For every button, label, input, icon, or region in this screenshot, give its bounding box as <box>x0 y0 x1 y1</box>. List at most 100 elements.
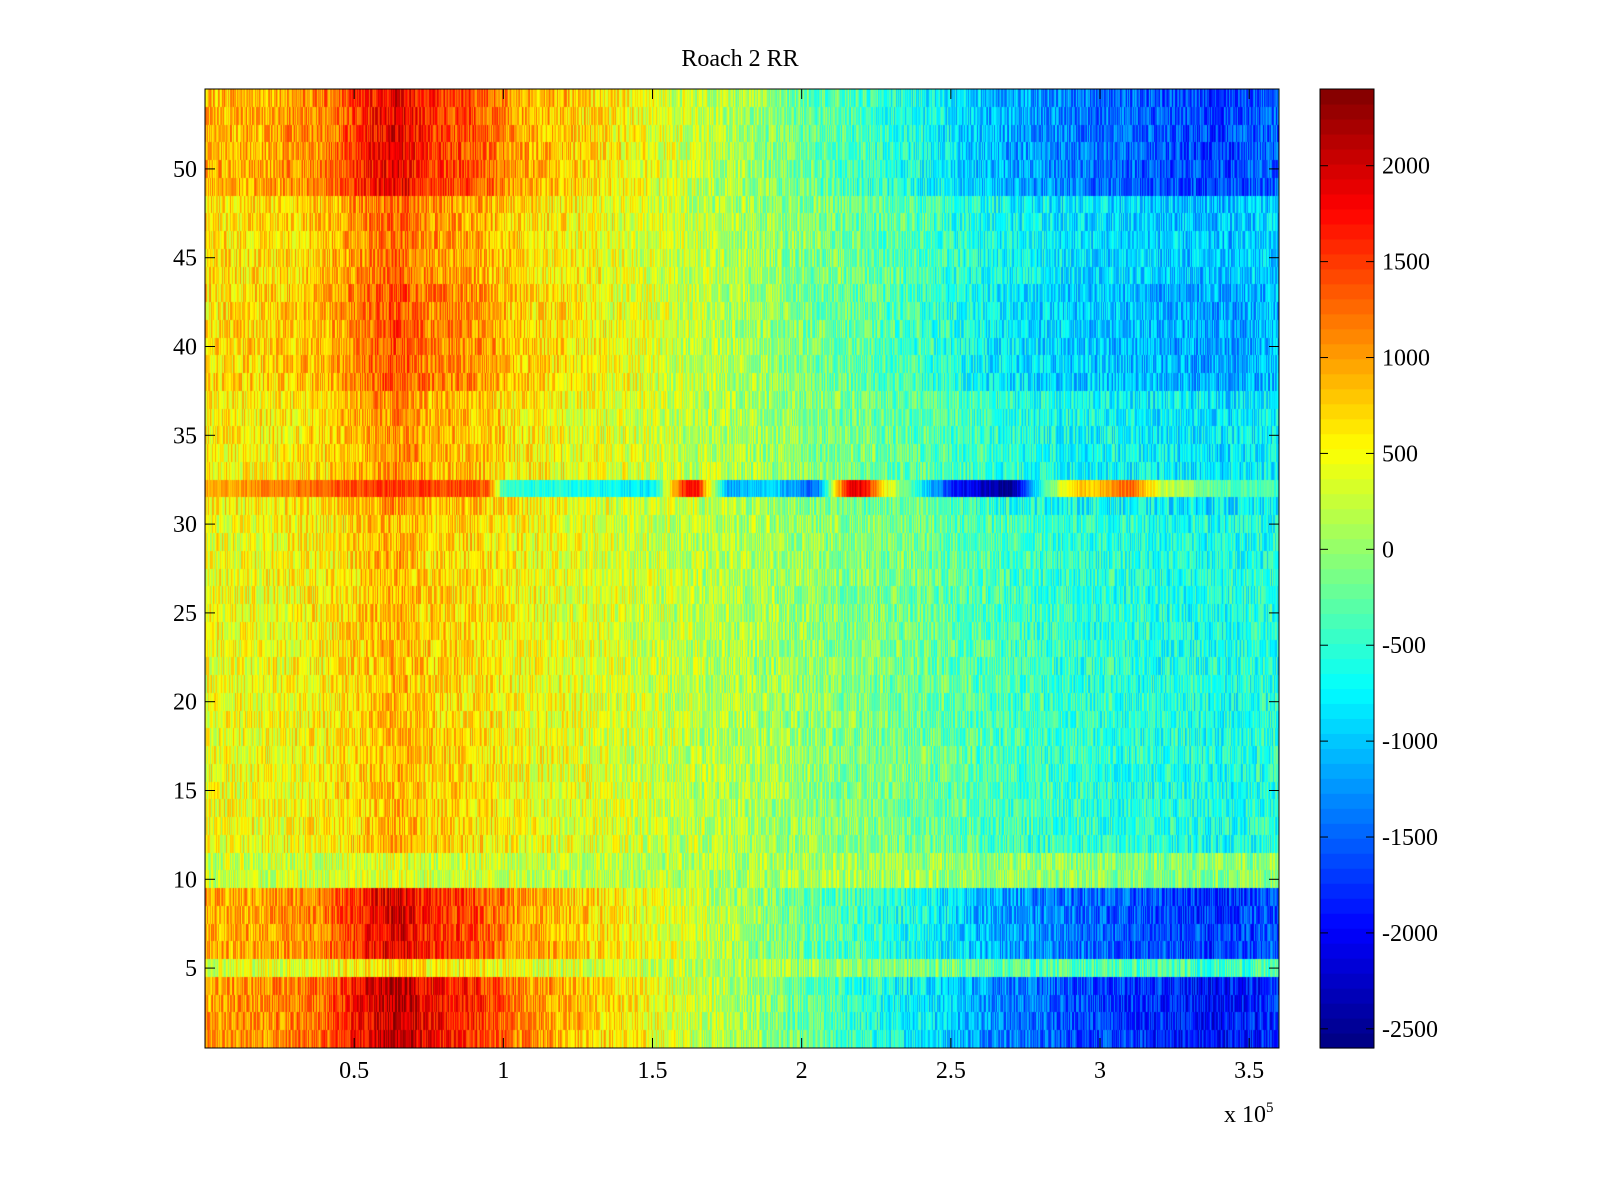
y-tick-label: 35 <box>173 423 197 449</box>
colorbar-swatch <box>1320 748 1374 764</box>
x-tick-label: 0.5 <box>339 1058 369 1084</box>
colorbar-swatch <box>1320 523 1374 540</box>
colorbar-swatch <box>1320 583 1374 600</box>
x-axis-exponent-base: x 10 <box>1224 1102 1266 1128</box>
colorbar-swatch <box>1320 298 1374 315</box>
y-tick-label: 45 <box>173 246 197 272</box>
colorbar-swatch <box>1320 388 1374 405</box>
x-axis-exponent-power: 5 <box>1266 1100 1274 1116</box>
colorbar-swatch <box>1320 178 1374 195</box>
colorbar-swatch <box>1320 118 1374 135</box>
colorbar-swatch <box>1320 433 1374 450</box>
colorbar-swatch <box>1320 448 1374 465</box>
x-tick-label: 1 <box>497 1058 509 1084</box>
colorbar-swatch <box>1320 778 1374 794</box>
colorbar-tick-label: -500 <box>1382 633 1426 659</box>
colorbar-swatch <box>1320 643 1374 660</box>
colorbar-swatch <box>1320 508 1374 525</box>
colorbar-swatch <box>1320 853 1374 869</box>
colorbar-swatch <box>1320 193 1374 210</box>
chart-title: Roach 2 RR <box>681 46 798 72</box>
colorbar-swatch <box>1320 898 1374 914</box>
colorbar-swatch <box>1320 208 1374 225</box>
y-tick-label: 10 <box>173 867 197 893</box>
colorbar-swatch <box>1320 418 1374 435</box>
colorbar-swatch <box>1320 958 1374 974</box>
colorbar-swatch <box>1320 808 1374 824</box>
colorbar-swatch <box>1320 148 1374 165</box>
colorbar-swatch <box>1320 358 1374 375</box>
colorbar-tick-label: 2000 <box>1382 154 1430 180</box>
colorbar-swatch <box>1320 163 1374 180</box>
y-tick-label: 15 <box>173 778 197 804</box>
colorbar-swatch <box>1320 1033 1374 1049</box>
colorbar-tick-label: -2500 <box>1382 1017 1438 1043</box>
colorbar-swatch <box>1320 343 1374 360</box>
colorbar-swatch <box>1320 793 1374 809</box>
colorbar-swatch <box>1320 328 1374 345</box>
y-tick-label: 5 <box>185 956 197 982</box>
colorbar-swatch <box>1320 463 1374 480</box>
colorbar-swatch <box>1320 238 1374 255</box>
colorbar-swatch <box>1320 598 1374 615</box>
colorbar-swatch <box>1320 943 1374 959</box>
colorbar-frame <box>1319 88 1375 1049</box>
plot-frame <box>204 88 1280 1049</box>
colorbar-swatch <box>1320 1018 1374 1034</box>
x-tick-label: 3.5 <box>1234 1058 1264 1084</box>
colorbar-swatch <box>1320 268 1374 285</box>
colorbar-ticks: 2000 1500 1000 500 0 -500 -1000 -1500 -2000 -2500 <box>1320 154 1438 1043</box>
colorbar-swatch <box>1320 403 1374 420</box>
colorbar-tick-label: -1500 <box>1382 825 1438 851</box>
heatmap-image <box>205 89 1279 1048</box>
colorbar-tick-label: 0 <box>1382 537 1394 563</box>
x-tick-label: 2 <box>796 1058 808 1084</box>
x-tick-label: 3 <box>1094 1058 1106 1084</box>
x-tick-label: 2.5 <box>936 1058 966 1084</box>
colorbar-swatch <box>1320 103 1374 120</box>
colorbar-swatch <box>1320 703 1374 719</box>
colorbar-swatch <box>1320 253 1374 270</box>
x-tick-label: 1.5 <box>638 1058 668 1084</box>
colorbar-swatch <box>1320 913 1374 929</box>
y-tick-label: 50 <box>173 157 197 183</box>
colorbar-swatch <box>1320 613 1374 630</box>
colorbar-swatch <box>1320 988 1374 1004</box>
colorbar-swatch <box>1320 313 1374 330</box>
y-tick-label: 25 <box>173 601 197 627</box>
colorbar-swatch <box>1320 718 1374 734</box>
heatmap-plot-area <box>205 89 1279 1048</box>
x-axis-exponent-label: x 105 <box>1224 1100 1274 1128</box>
colorbar-swatch <box>1320 1003 1374 1019</box>
colorbar-swatch <box>1320 553 1374 570</box>
axes-frame <box>204 88 1280 1049</box>
colorbar-swatch <box>1320 658 1374 674</box>
colorbar-tick-label: 1000 <box>1382 346 1430 372</box>
colorbar-swatch <box>1320 568 1374 585</box>
colorbar-swatch <box>1320 628 1374 645</box>
colorbar-swatch <box>1320 673 1374 689</box>
colorbar-swatch <box>1320 493 1374 510</box>
colorbar-swatch <box>1320 223 1374 240</box>
x-axis-ticks: 0.5 1 1.5 2 2.5 3 3.5 <box>339 89 1264 1084</box>
colorbar-tick-label: 1500 <box>1382 250 1430 276</box>
colorbar <box>1319 88 1375 1049</box>
colorbar-swatch <box>1320 733 1374 749</box>
y-tick-label: 40 <box>173 335 197 361</box>
colorbar-tick-label: -2000 <box>1382 921 1438 947</box>
colorbar-swatch <box>1320 823 1374 839</box>
colorbar-swatch <box>1320 763 1374 779</box>
colorbar-swatch <box>1320 973 1374 989</box>
colorbar-swatch <box>1320 89 1374 105</box>
y-axis-ticks: 5 10 15 20 25 30 35 40 45 50 <box>173 157 1279 982</box>
y-tick-label: 20 <box>173 690 197 716</box>
colorbar-tick-label: -1000 <box>1382 729 1438 755</box>
colorbar-swatch <box>1320 883 1374 899</box>
colorbar-swatch <box>1320 133 1374 150</box>
colorbar-swatch <box>1320 688 1374 704</box>
colorbar-swatch <box>1320 838 1374 854</box>
colorbar-swatch <box>1320 538 1374 555</box>
colorbar-tick-label: 500 <box>1382 441 1418 467</box>
colorbar-swatch <box>1320 868 1374 884</box>
